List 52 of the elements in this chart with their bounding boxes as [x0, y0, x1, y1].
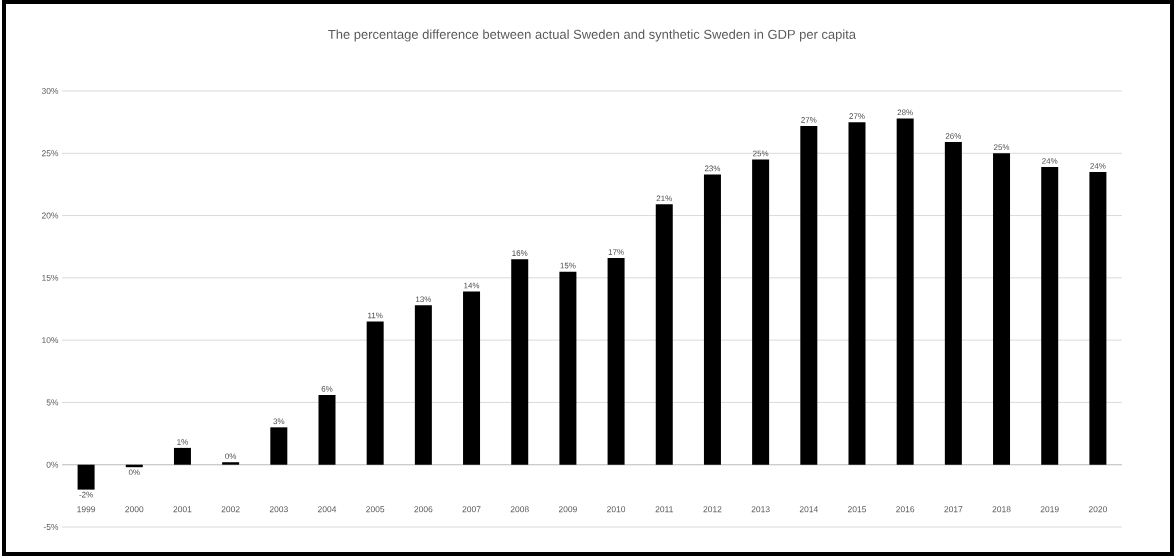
bar — [414, 305, 432, 465]
bar — [559, 271, 577, 465]
bar — [511, 259, 529, 465]
x-tick-label: 2017 — [944, 506, 963, 513]
bar — [752, 159, 770, 465]
y-tick-label: 20% — [41, 212, 59, 219]
x-tick-label: 2010 — [607, 506, 626, 513]
y-tick-label: 25% — [41, 150, 59, 157]
x-tick-label: 2015 — [847, 506, 867, 513]
bar — [655, 204, 673, 465]
bar — [896, 118, 914, 465]
bar — [848, 122, 866, 465]
y-tick-label: 5% — [46, 399, 59, 406]
x-tick-label: 2014 — [799, 506, 818, 513]
x-tick-label: 2016 — [896, 506, 915, 513]
x-tick-label: 2008 — [510, 506, 529, 513]
y-tick-label: 15% — [42, 274, 59, 281]
bar — [173, 447, 191, 465]
y-tick-label: 10% — [42, 337, 59, 344]
x-tick-label: 2002 — [221, 506, 240, 513]
chart-title: The percentage difference between actual Sweden and synthetic Sweden in GDP per capita — [328, 29, 857, 42]
bar — [77, 464, 95, 490]
x-tick-label: 2018 — [992, 506, 1011, 513]
x-tick-label: 2003 — [269, 506, 288, 513]
bar — [270, 427, 288, 465]
bar — [366, 321, 384, 465]
bar — [318, 394, 336, 465]
x-tick-label: 2009 — [558, 506, 577, 513]
x-tick-label: 2001 — [173, 506, 192, 513]
bar — [222, 462, 240, 465]
x-tick-label: 2013 — [751, 506, 770, 513]
y-tick-label: -5% — [43, 524, 59, 530]
x-tick-label: 1999 — [77, 506, 96, 513]
x-tick-label: 2007 — [462, 506, 481, 513]
bar — [1041, 166, 1059, 465]
bar — [463, 291, 481, 465]
y-tick-label: 0% — [46, 461, 59, 468]
bar — [993, 153, 1011, 465]
bar — [607, 257, 625, 465]
x-tick-label: 2000 — [125, 506, 144, 513]
bar — [800, 125, 818, 465]
x-tick-label: 2004 — [318, 506, 337, 513]
x-tick-label: 2019 — [1040, 506, 1059, 513]
bar — [944, 142, 962, 465]
bar — [1089, 171, 1107, 465]
y-tick-label: 30% — [41, 88, 59, 94]
x-tick-label: 2011 — [655, 506, 673, 513]
bar — [703, 174, 721, 465]
x-tick-label: 2012 — [703, 506, 722, 513]
x-tick-label: 2020 — [1088, 506, 1107, 513]
x-tick-label: 2005 — [366, 506, 385, 513]
x-tick-label: 2006 — [414, 506, 433, 513]
